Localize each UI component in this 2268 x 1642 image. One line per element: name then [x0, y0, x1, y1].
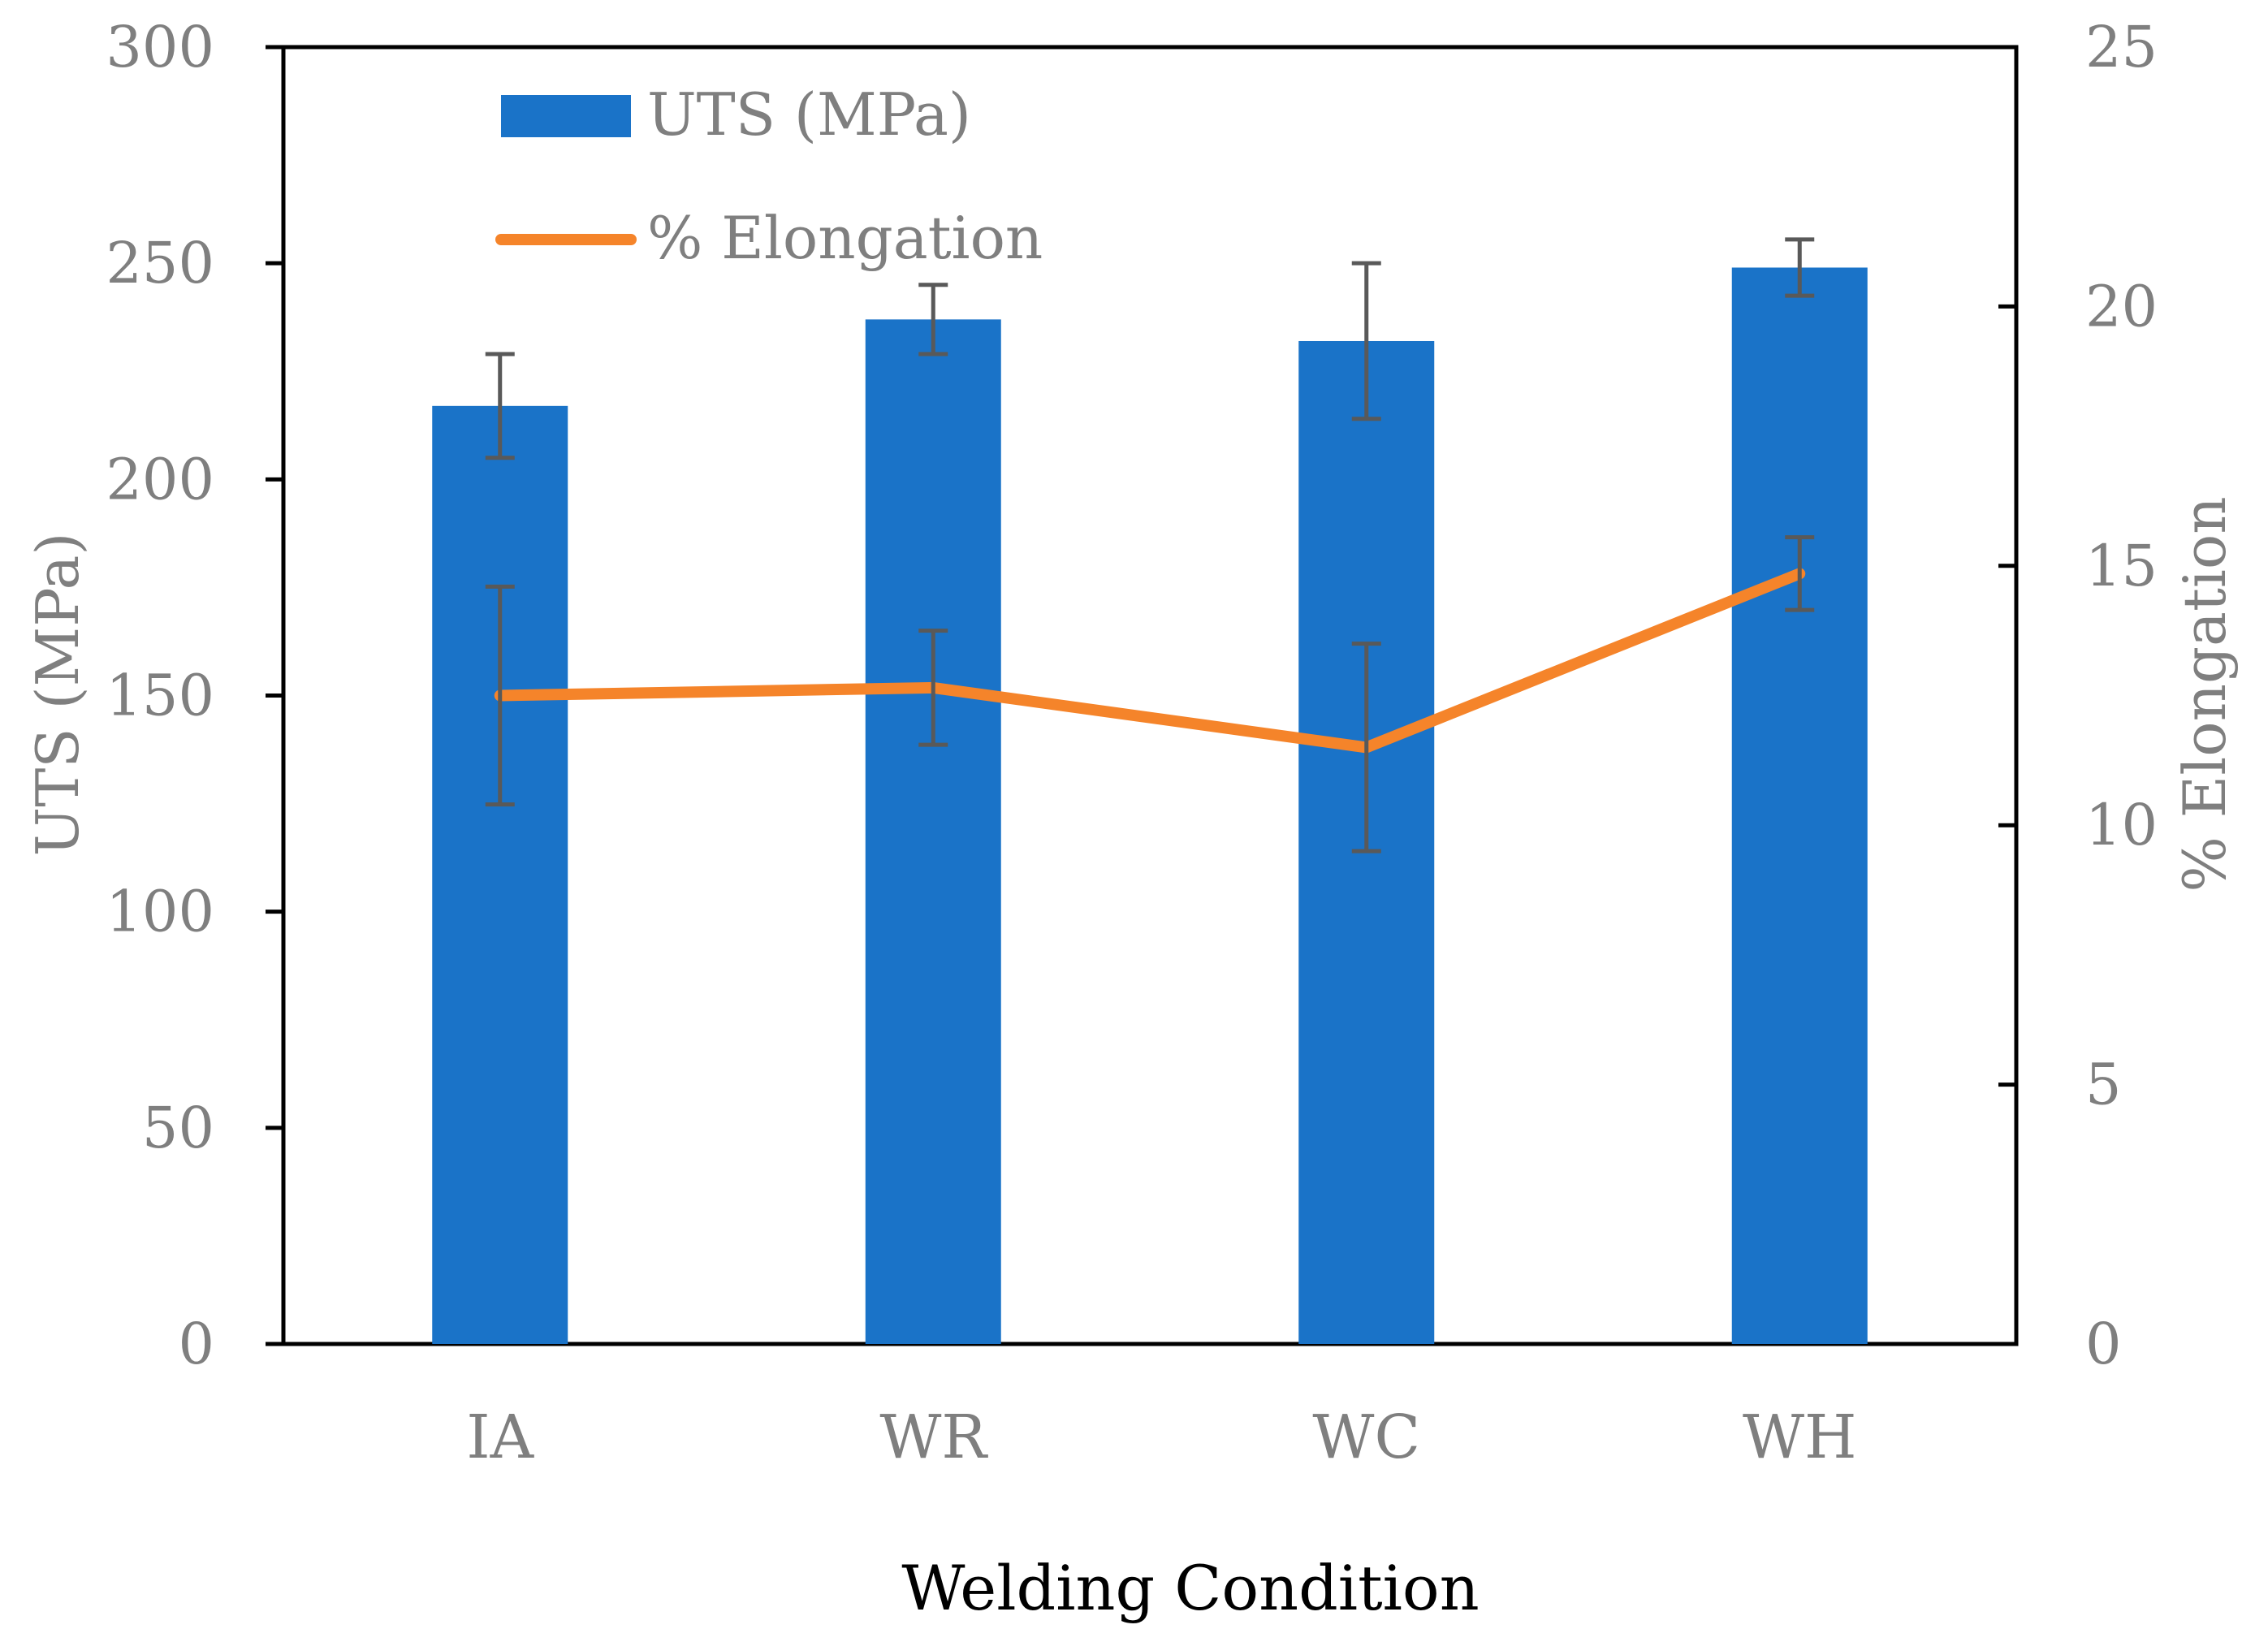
y-right-tick-label-20: 20 [2085, 273, 2158, 339]
y-left-tick-label-100: 100 [106, 879, 214, 945]
x-category-label-wr: WR [879, 1402, 988, 1472]
bar-ia [432, 405, 568, 1344]
y-left-tick-label-200: 200 [106, 446, 214, 512]
bar-wr [865, 319, 1001, 1344]
uts-error-bar-wc [1351, 261, 1381, 421]
y-left-axis-title: UTS (MPa) [24, 533, 92, 857]
y-right-tick-label-10: 10 [2085, 792, 2158, 858]
bar-wh [1731, 267, 1868, 1344]
x-category-label-wh: WH [1743, 1402, 1857, 1472]
x-category-label-ia: IA [466, 1402, 534, 1472]
y-left-tick-label-50: 50 [142, 1095, 214, 1161]
elongation-error-bar-wh [1785, 535, 1815, 612]
y-right-tick-label-5: 5 [2085, 1052, 2122, 1118]
legend-label-elongation: % Elongation [647, 204, 1043, 272]
y-right-tick-label-15: 15 [2085, 533, 2158, 599]
x-category-label-wc: WC [1312, 1402, 1420, 1472]
legend-swatch-uts [501, 95, 631, 137]
legend: UTS (MPa) % Elongation [495, 80, 1043, 272]
legend-label-uts: UTS (MPa) [647, 80, 971, 149]
elongation-error-bar-wr [918, 629, 948, 747]
uts-error-bar-ia [485, 352, 515, 460]
y-left-tick-label-300: 300 [106, 14, 214, 80]
elongation-line [494, 568, 1806, 754]
elongation-error-bar-wc [1351, 642, 1381, 853]
y-right-axis-title: % Elongation [2171, 496, 2239, 892]
uts-error-bar-wr [918, 283, 948, 356]
y-left-tick-label-0: 0 [178, 1311, 214, 1377]
y-right-tick-label-0: 0 [2085, 1311, 2122, 1377]
y-right-tick-label-25: 25 [2085, 14, 2158, 80]
y-left-tick-label-150: 150 [106, 663, 214, 729]
elongation-error-bar-ia [485, 584, 515, 807]
uts-error-bar-wh [1785, 237, 1815, 298]
x-axis-title: Welding Condition [901, 1552, 1479, 1624]
y-left-tick-label-250: 250 [106, 230, 214, 296]
